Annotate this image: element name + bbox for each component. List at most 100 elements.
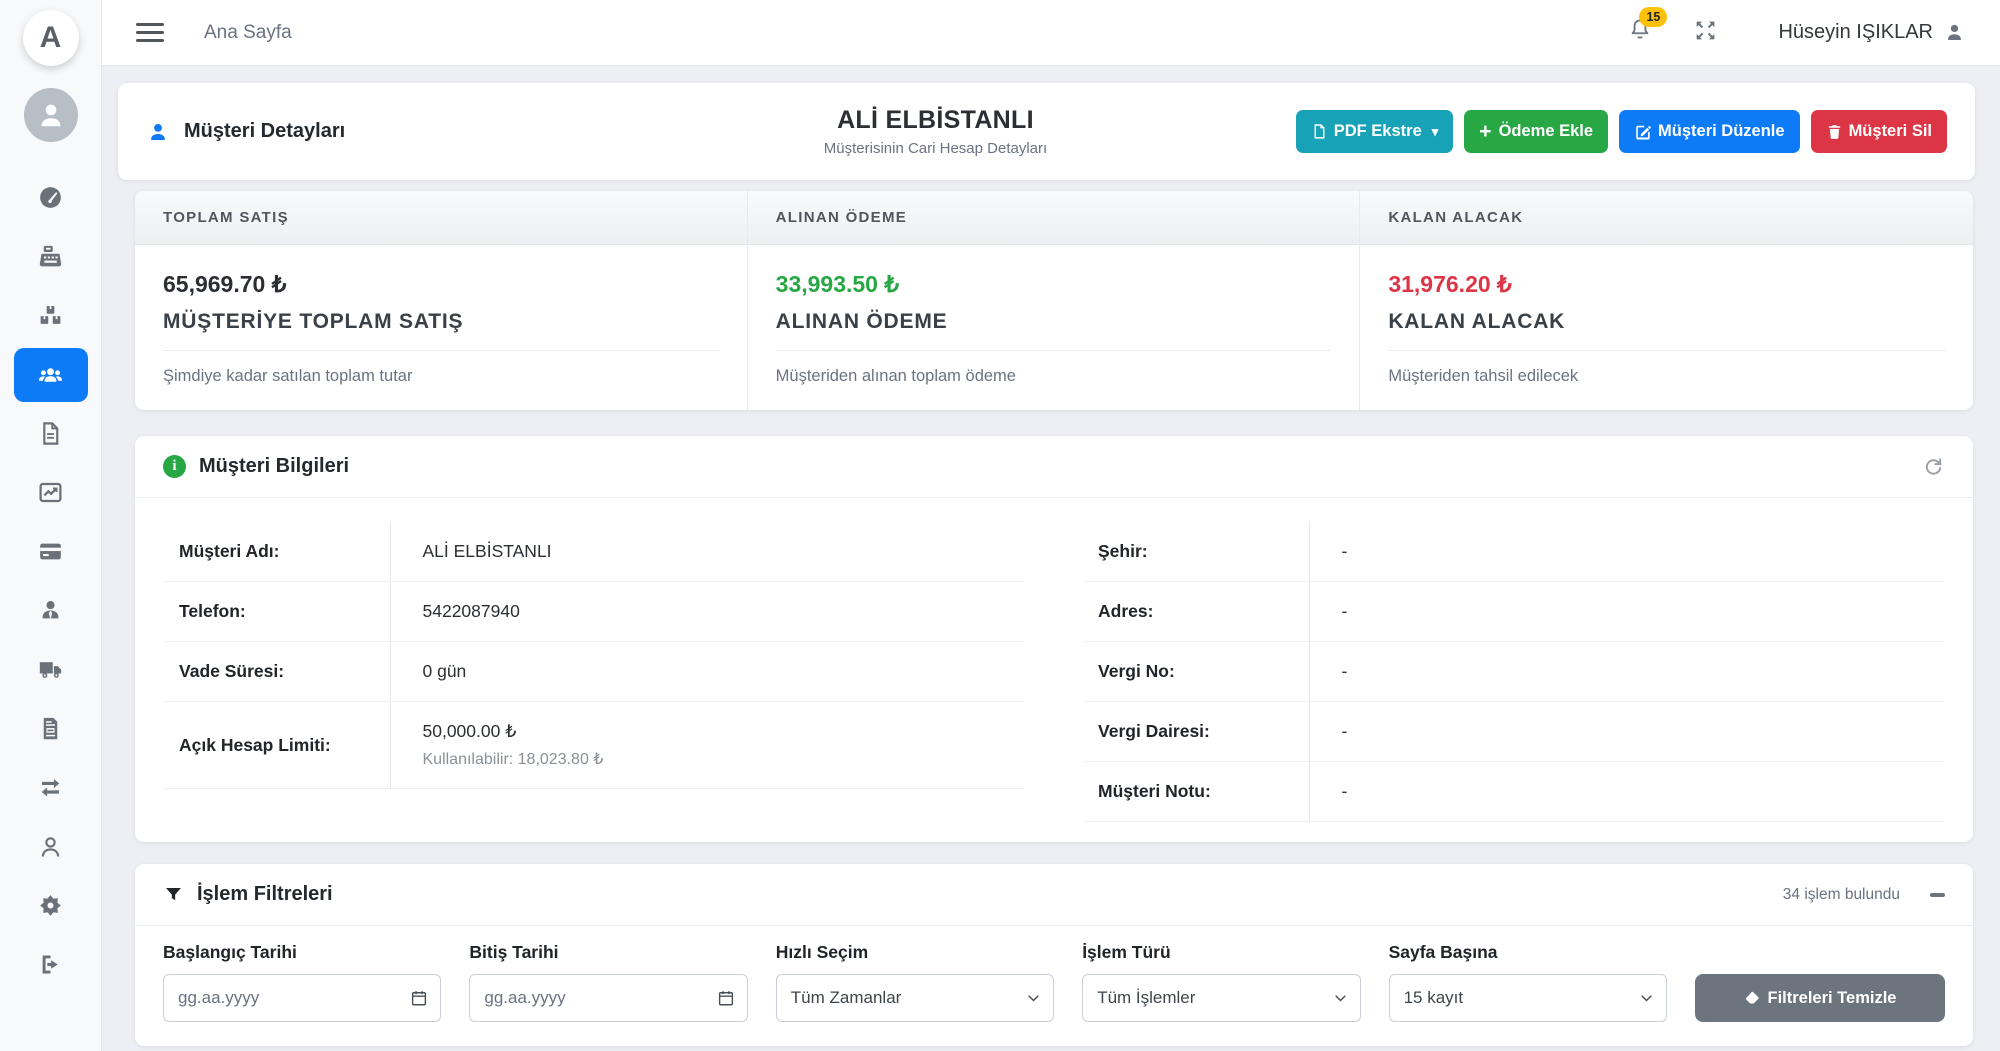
per-page-dropdown[interactable]: 15 kayıt [1388,974,1667,1022]
delete-customer-button[interactable]: Müşteri Sil [1810,110,1947,153]
person-icon [41,104,60,127]
fullscreen-button[interactable] [1693,18,1718,48]
customer-actions: PDF Ekstre ▾ + Ödeme Ekle Müşteri Düzenl… [1232,110,1947,153]
sidebar: A [0,0,102,1051]
stat-description: Müşteriden tahsil edilecek [1388,367,1579,385]
stat-value: 33,993.50 ₺ [775,271,900,297]
stat-label: KALAN ALACAK [1388,310,1945,351]
caret-down-icon: ▾ [1431,123,1439,139]
transaction-filters-card: İşlem Filtreleri 34 işlem bulundu Başlan… [135,864,1973,1046]
filter-field-end-date: Bitiş Tarihi [469,942,748,1022]
table-row: Açık Hesap Limiti: 50,000.00 ₺ Kullanıla… [165,701,1024,789]
main-content: Müşteri Detayları ALİ ELBİSTANLI Müşteri… [102,66,2000,1051]
stat-header: TOPLAM SATIŞ [135,191,747,245]
filter-field-transaction-type: İşlem Türü Tüm İşlemler [1082,942,1361,1022]
stat-description: Şimdiye kadar satılan toplam tutar [163,367,413,385]
chevron-down-icon [1026,991,1041,1006]
truck-icon [39,662,62,678]
users-icon [39,367,62,382]
gear-icon [40,895,61,916]
available-limit-value: Kullanılabilir: 18,023.80 ₺ [422,751,604,768]
user-outline-icon [41,837,60,857]
table-row: Vergi Dairesi: - [1084,701,1943,762]
file-invoice-icon [43,717,58,740]
speedometer-icon [40,187,61,208]
minus-icon [1930,892,1945,897]
refresh-icon [1925,458,1942,475]
sidebar-item-customers[interactable] [13,348,88,402]
edit-icon [1636,125,1651,140]
menu-toggle-button[interactable] [136,23,164,42]
stat-total-sales: TOPLAM SATIŞ 65,969.70 ₺ MÜŞTERİYE TOPLA… [135,191,748,410]
sidebar-item-cash-register[interactable] [14,227,88,286]
collapse-button[interactable] [1930,892,1945,897]
sidebar-item-reports[interactable] [14,463,88,522]
customer-heading: ALİ ELBİSTANLI Müşterisinin Cari Hesap D… [639,106,1231,157]
sidebar-item-dashboard[interactable] [14,168,88,227]
chart-line-icon [39,482,62,503]
person-icon [151,123,165,140]
sidebar-item-logout[interactable] [14,935,88,994]
trash-icon [1828,125,1840,139]
sidebar-nav [13,168,88,994]
info-icon: i [163,455,186,478]
customer-info-title: Müşteri Bilgileri [199,455,350,477]
detail-title-group: Müşteri Detayları [146,120,639,144]
user-tie-icon [42,601,59,619]
customer-info-card: i Müşteri Bilgileri Müşteri Adı: ALİ ELBİ… [135,436,1973,842]
end-date-input[interactable] [484,988,733,1008]
quick-select-dropdown[interactable]: Tüm Zamanlar [775,974,1055,1022]
filter-field-start-date: Başlangıç Tarihi [163,942,442,1022]
sidebar-item-staff[interactable] [14,581,88,640]
customer-detail-header: Müşteri Detayları ALİ ELBİSTANLI Müşteri… [118,83,1975,180]
logo-letter: A [39,21,62,54]
edit-customer-button[interactable]: Müşteri Düzenle [1619,110,1800,153]
sidebar-item-products[interactable] [14,286,88,345]
chevron-down-icon [1639,991,1654,1006]
breadcrumb[interactable]: Ana Sayfa [204,21,292,43]
sidebar-item-invoices[interactable] [14,699,88,758]
user-avatar[interactable] [23,88,78,142]
page-title: Müşteri Detayları [184,120,346,142]
add-payment-button[interactable]: + Ödeme Ekle [1464,110,1609,153]
sidebar-item-shipping[interactable] [14,640,88,699]
eraser-icon [1746,991,1760,1004]
stat-value: 31,976.20 ₺ [1388,271,1512,297]
stat-header: KALAN ALACAK [1360,191,1973,245]
sidebar-item-account[interactable] [14,817,88,876]
account-summary: TOPLAM SATIŞ 65,969.70 ₺ MÜŞTERİYE TOPLA… [135,191,1973,410]
table-row: Adres: - [1084,581,1943,642]
end-date-control [469,974,748,1022]
stat-label: MÜŞTERİYE TOPLAM SATIŞ [163,310,719,351]
customer-info-table-right: Şehir: - Adres: - Vergi No: - Vergi Dairesi… [1084,522,1943,822]
table-row: Vade Süresi: 0 gün [165,641,1024,702]
top-navbar: Ana Sayfa 15 Hüseyin IŞIKLAR [102,0,2000,66]
stat-label: ALINAN ÖDEME [775,310,1332,351]
sidebar-item-transactions[interactable] [14,758,88,817]
transaction-type-dropdown[interactable]: Tüm İşlemler [1082,974,1361,1022]
plus-icon: + [1479,120,1492,143]
refresh-button[interactable] [1922,455,1945,478]
table-row: Vergi No: - [1084,641,1943,702]
stat-value: 65,969.70 ₺ [163,271,287,297]
user-menu[interactable]: Hüseyin IŞIKLAR [1778,21,1966,44]
table-row: Şehir: - [1084,522,1943,582]
sidebar-item-documents[interactable] [14,404,88,463]
sidebar-item-payments[interactable] [14,522,88,581]
expand-arrows-icon [1697,21,1715,39]
app-logo[interactable]: A [22,10,79,66]
exchange-icon [41,778,60,797]
notifications-button[interactable]: 15 [1627,7,1668,48]
stat-received-payment: ALINAN ÖDEME 33,993.50 ₺ ALINAN ÖDEME Mü… [747,191,1361,410]
customer-info-table-left: Müşteri Adı: ALİ ELBİSTANLI Telefon: 54220… [165,522,1024,789]
start-date-input[interactable] [178,988,427,1008]
filter-field-quick-select: Hızlı Seçim Tüm Zamanlar [775,942,1055,1022]
user-name: Hüseyin IŞIKLAR [1778,21,1933,43]
filters-title: İşlem Filtreleri [197,883,333,905]
clear-filters-button[interactable]: Filtreleri Temizle [1694,974,1945,1022]
chevron-down-icon [1333,991,1348,1006]
pdf-extract-button[interactable]: PDF Ekstre ▾ [1295,110,1454,153]
sidebar-item-settings[interactable] [14,876,88,935]
notification-count-badge: 15 [1639,7,1668,27]
filter-icon [163,884,184,905]
